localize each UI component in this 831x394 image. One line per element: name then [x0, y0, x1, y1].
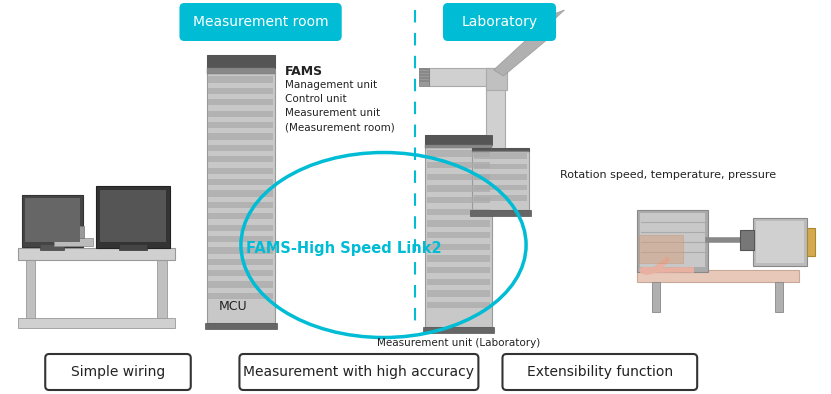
- Polygon shape: [419, 80, 429, 82]
- Polygon shape: [427, 220, 489, 227]
- Polygon shape: [756, 221, 804, 263]
- Polygon shape: [639, 235, 683, 263]
- Text: MCU: MCU: [219, 300, 247, 313]
- Polygon shape: [209, 190, 273, 197]
- Polygon shape: [427, 267, 489, 273]
- Polygon shape: [494, 10, 564, 76]
- Polygon shape: [209, 270, 273, 276]
- Polygon shape: [427, 174, 489, 180]
- Polygon shape: [427, 290, 489, 297]
- Polygon shape: [474, 195, 527, 201]
- Polygon shape: [419, 74, 429, 76]
- Polygon shape: [640, 213, 705, 267]
- Text: FAMS-High Speed Link2: FAMS-High Speed Link2: [246, 240, 442, 255]
- Polygon shape: [425, 135, 492, 145]
- Polygon shape: [206, 69, 275, 74]
- Polygon shape: [209, 281, 273, 288]
- FancyBboxPatch shape: [179, 3, 342, 41]
- Polygon shape: [427, 302, 489, 309]
- Polygon shape: [740, 230, 755, 250]
- Polygon shape: [26, 260, 36, 322]
- Polygon shape: [419, 68, 429, 86]
- FancyBboxPatch shape: [45, 354, 191, 390]
- Text: Measurement with high accuracy: Measurement with high accuracy: [243, 365, 475, 379]
- Polygon shape: [419, 77, 429, 79]
- Polygon shape: [427, 232, 489, 238]
- Polygon shape: [41, 244, 64, 250]
- Polygon shape: [427, 243, 489, 250]
- Polygon shape: [808, 228, 815, 256]
- Polygon shape: [425, 135, 492, 327]
- Polygon shape: [54, 238, 93, 246]
- Polygon shape: [209, 259, 273, 265]
- Polygon shape: [486, 68, 505, 148]
- Polygon shape: [419, 68, 429, 70]
- Polygon shape: [429, 68, 489, 86]
- Polygon shape: [470, 210, 531, 216]
- Polygon shape: [474, 174, 527, 180]
- Polygon shape: [209, 99, 273, 106]
- Text: Laboratory: Laboratory: [461, 15, 538, 29]
- Text: Measurement room: Measurement room: [193, 15, 328, 29]
- Polygon shape: [425, 145, 492, 149]
- Polygon shape: [17, 248, 175, 260]
- Polygon shape: [637, 270, 799, 282]
- Polygon shape: [209, 293, 273, 299]
- Polygon shape: [472, 148, 529, 151]
- Polygon shape: [427, 197, 489, 203]
- Polygon shape: [209, 236, 273, 242]
- Polygon shape: [17, 318, 175, 328]
- Polygon shape: [474, 153, 527, 159]
- Polygon shape: [427, 151, 489, 157]
- Text: FAMS: FAMS: [285, 65, 323, 78]
- Polygon shape: [22, 195, 82, 247]
- Polygon shape: [474, 184, 527, 190]
- Polygon shape: [472, 151, 529, 152]
- Polygon shape: [486, 68, 508, 90]
- Polygon shape: [423, 327, 494, 333]
- Polygon shape: [753, 218, 808, 266]
- Polygon shape: [25, 198, 80, 242]
- Polygon shape: [119, 244, 146, 250]
- Polygon shape: [209, 247, 273, 254]
- Polygon shape: [774, 282, 783, 312]
- Polygon shape: [652, 282, 660, 312]
- Polygon shape: [204, 323, 278, 329]
- Polygon shape: [637, 210, 708, 272]
- Polygon shape: [101, 190, 166, 242]
- FancyBboxPatch shape: [239, 354, 479, 390]
- Polygon shape: [209, 76, 273, 83]
- Polygon shape: [206, 55, 275, 323]
- Polygon shape: [209, 167, 273, 174]
- Polygon shape: [157, 260, 167, 322]
- Polygon shape: [427, 185, 489, 192]
- Polygon shape: [419, 71, 429, 73]
- Polygon shape: [64, 226, 84, 238]
- Polygon shape: [209, 156, 273, 162]
- Polygon shape: [209, 213, 273, 219]
- Text: Extensibility function: Extensibility function: [527, 365, 673, 379]
- Polygon shape: [209, 134, 273, 139]
- Polygon shape: [209, 145, 273, 151]
- Polygon shape: [427, 209, 489, 215]
- FancyBboxPatch shape: [443, 3, 556, 41]
- Text: Management unit
Control unit
Measurement unit
(Measurement room): Management unit Control unit Measurement…: [285, 80, 395, 132]
- Text: Simple wiring: Simple wiring: [71, 365, 165, 379]
- Text: Rotation speed, temperature, pressure: Rotation speed, temperature, pressure: [560, 170, 777, 180]
- Polygon shape: [472, 148, 529, 210]
- Polygon shape: [96, 186, 170, 248]
- Polygon shape: [209, 88, 273, 94]
- FancyBboxPatch shape: [503, 354, 697, 390]
- Text: Measurement unit (Laboratory): Measurement unit (Laboratory): [376, 338, 540, 348]
- Polygon shape: [427, 162, 489, 168]
- Polygon shape: [209, 111, 273, 117]
- Polygon shape: [209, 225, 273, 231]
- Polygon shape: [427, 279, 489, 285]
- Polygon shape: [209, 202, 273, 208]
- Polygon shape: [209, 179, 273, 185]
- Polygon shape: [474, 164, 527, 169]
- Polygon shape: [427, 255, 489, 262]
- Polygon shape: [206, 55, 275, 69]
- Polygon shape: [209, 122, 273, 128]
